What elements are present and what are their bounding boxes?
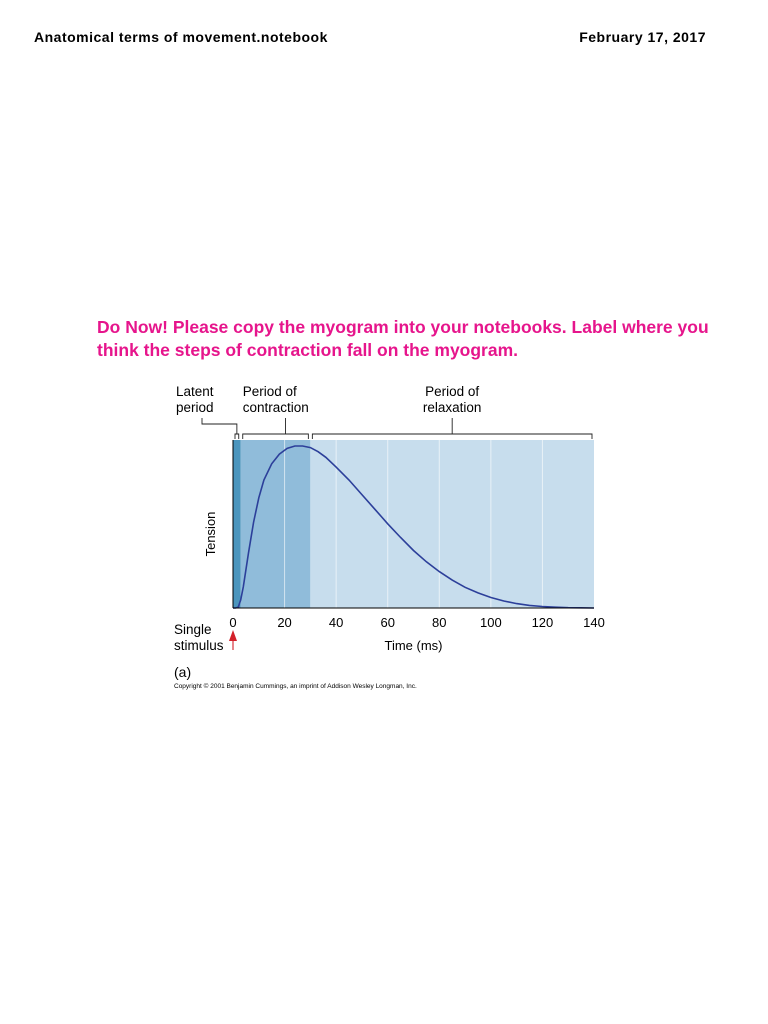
do-now-prompt: Do Now! Please copy the myogram into you…: [97, 317, 709, 360]
x-tick-labels: 0 20 40 60 80 100 120 140: [229, 615, 604, 630]
x-axis: [232, 440, 594, 609]
period-label-2-1: relaxation: [423, 400, 482, 415]
document-title: Anatomical terms of movement.notebook: [34, 29, 328, 45]
document-date: February 17, 2017: [579, 29, 706, 45]
period-bracket-2: [311, 433, 593, 439]
x-axis-label: Time (ms): [384, 638, 442, 653]
stimulus-label-1: stimulus: [174, 638, 224, 653]
period-band-2: [310, 440, 594, 608]
period-label-1-1: contraction: [243, 400, 309, 415]
period-label-0-1: period: [176, 400, 214, 415]
period-leader-0: [201, 418, 238, 434]
stimulus-label-0: Single: [174, 622, 212, 637]
x-tick-label-1: 20: [277, 615, 291, 630]
period-band-1: [240, 440, 311, 608]
stimulus-arrow-head: [229, 630, 237, 641]
tension-curve: [233, 445, 595, 609]
period-bands: [233, 440, 594, 608]
x-tick-label-0: 0: [229, 615, 236, 630]
x-tick-label-6: 120: [532, 615, 554, 630]
period-label-1-0: Period of: [243, 384, 297, 399]
period-bracket-1: [242, 433, 309, 439]
x-tick-label-4: 80: [432, 615, 446, 630]
x-tick-label-3: 60: [380, 615, 394, 630]
x-tick-label-2: 40: [329, 615, 343, 630]
period-bracket-0: [234, 433, 240, 439]
panel-label: (a): [174, 664, 191, 680]
period-label-2-0: Period of: [425, 384, 479, 399]
copyright-note: Copyright © 2001 Benjamin Cummings, an i…: [174, 682, 417, 690]
x-tick-label-5: 100: [480, 615, 502, 630]
period-label-0-0: Latent: [176, 384, 214, 399]
period-band-0: [233, 440, 241, 608]
x-tick-label-7: 140: [583, 615, 605, 630]
y-axis-label: Tension: [203, 512, 218, 557]
